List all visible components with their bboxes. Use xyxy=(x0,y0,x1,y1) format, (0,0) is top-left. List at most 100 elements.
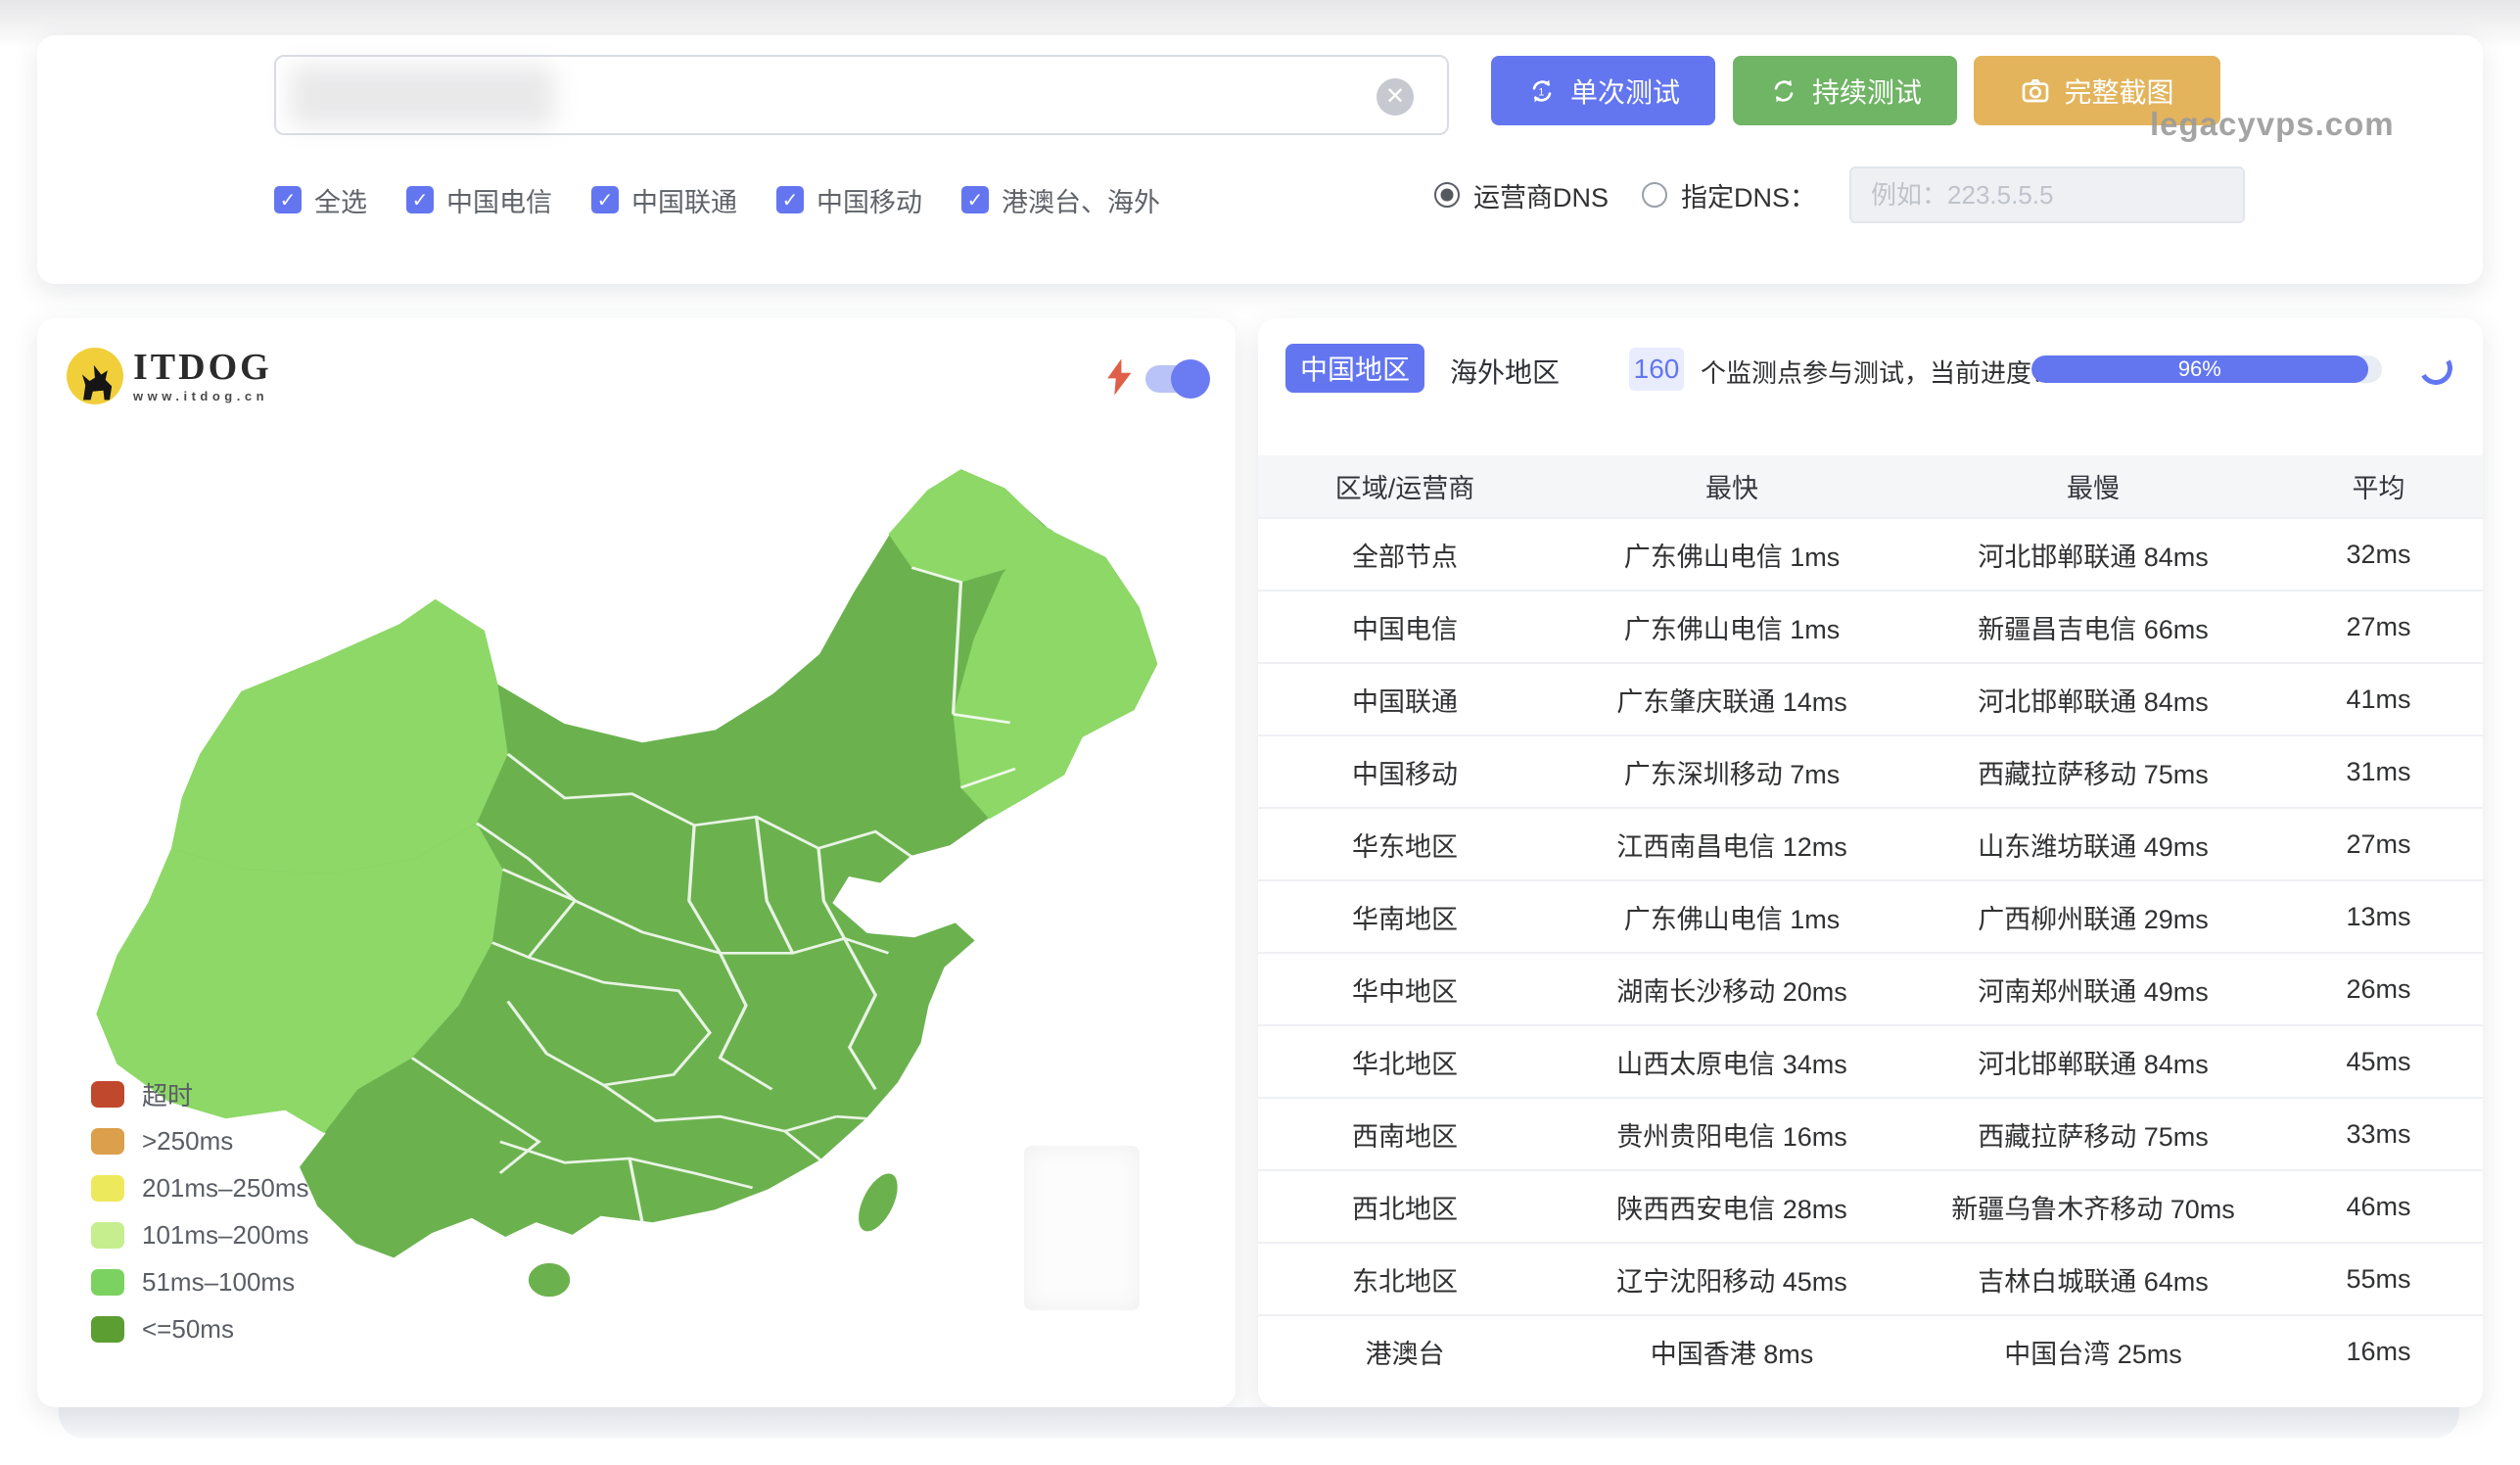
table-row[interactable]: 中国联通 广东肇庆联通 14ms 河北邯郸联通 84ms 41ms xyxy=(1258,662,2483,735)
table-cell: 华北地区 xyxy=(1258,1024,1552,1098)
table-cell: 西北地区 xyxy=(1258,1169,1552,1243)
redacted-query-text xyxy=(290,66,554,126)
logo-title: ITDOG xyxy=(133,346,272,388)
single-test-label: 单次测试 xyxy=(1569,76,1680,108)
legend-label: 超时 xyxy=(142,1080,194,1111)
filter-checkbox-4[interactable]: ✓ 港澳台、海外 xyxy=(961,181,1160,219)
continuous-test-button[interactable]: 持续测试 xyxy=(1733,56,1957,125)
clear-input-icon[interactable]: ✕ xyxy=(1377,78,1414,116)
legend-item-5: <=50ms xyxy=(91,1305,309,1352)
table-cell: 华南地区 xyxy=(1258,879,1552,953)
legend-swatch xyxy=(91,1268,124,1296)
refresh-loop-icon xyxy=(1774,79,1794,102)
legend-label: 51ms–100ms xyxy=(142,1266,296,1297)
table-cell: 27ms xyxy=(2274,807,2483,880)
site-watermark: legacyvps.com xyxy=(2150,106,2395,142)
filter-checkbox-2[interactable]: ✓ 中国联通 xyxy=(591,181,737,219)
tab-china-region[interactable]: 中国地区 xyxy=(1285,344,1424,393)
table-row[interactable]: 中国移动 广东深圳移动 7ms 西藏拉萨移动 75ms 31ms xyxy=(1258,734,2483,808)
filter-checkbox-1[interactable]: ✓ 中国电信 xyxy=(406,181,552,219)
blurred-map-watermark xyxy=(1024,1146,1140,1310)
table-cell: 西藏拉萨移动 75ms xyxy=(1912,1097,2274,1170)
continuous-test-label: 持续测试 xyxy=(1811,76,1922,108)
itdog-logo[interactable]: ITDOG www.itdog.cn xyxy=(67,348,272,404)
legend-swatch xyxy=(91,1174,124,1202)
china-latency-map[interactable] xyxy=(47,408,1212,1309)
table-cell: 27ms xyxy=(2274,590,2483,663)
checkbox-checked-icon[interactable]: ✓ xyxy=(776,186,804,213)
checkbox-label: 中国电信 xyxy=(446,187,552,217)
carrier-dns-radio[interactable] xyxy=(1434,182,1460,208)
svg-text:1: 1 xyxy=(1538,86,1544,98)
page-bottom-edge xyxy=(59,1407,2459,1439)
custom-dns-label: 指定DNS： xyxy=(1681,182,1817,213)
column-header: 平均 xyxy=(2274,455,2483,518)
table-cell: 辽宁沈阳移动 45ms xyxy=(1552,1242,1912,1315)
checkbox-checked-icon[interactable]: ✓ xyxy=(406,186,434,213)
table-row[interactable]: 中国电信 广东佛山电信 1ms 新疆昌吉电信 66ms 27ms xyxy=(1258,590,2483,663)
target-host-input[interactable]: ✕ xyxy=(274,55,1449,135)
table-cell: 东北地区 xyxy=(1258,1242,1552,1315)
filter-checkboxes: ✓ 全选 ✓ 中国电信 ✓ 中国联通 ✓ 中国移动 ✓ 港澳台、海外 xyxy=(274,178,1160,221)
carrier-dns-label: 运营商DNS xyxy=(1473,182,1610,213)
table-cell: 河南郑州联通 49ms xyxy=(1912,952,2274,1025)
table-row[interactable]: 西北地区 陕西西安电信 28ms 新疆乌鲁木齐移动 70ms 46ms xyxy=(1258,1169,2483,1243)
table-row[interactable]: 东北地区 辽宁沈阳移动 45ms 吉林白城联通 64ms 55ms xyxy=(1258,1242,2483,1315)
northeast-east-medium-region xyxy=(953,525,1158,820)
custom-dns-input[interactable] xyxy=(1849,166,2246,223)
table-cell: 45ms xyxy=(2274,1024,2483,1098)
province-borders xyxy=(410,566,1016,1224)
ping-results-table: 区域/运营商 最快 最慢 平均 全部节点 广东佛山电信 1ms 河北邯郸联通 84ms 32… xyxy=(1258,455,2483,1388)
table-cell: 西南地区 xyxy=(1258,1097,1552,1170)
legend-swatch xyxy=(91,1127,124,1155)
tab-overseas-region[interactable]: 海外地区 xyxy=(1450,357,1561,388)
table-row[interactable]: 华东地区 江西南昌电信 12ms 山东潍坊联通 49ms 27ms xyxy=(1258,807,2483,880)
map-animation-toggle[interactable] xyxy=(1145,359,1210,399)
legend-item-0: 超时 xyxy=(91,1070,309,1117)
legend-swatch xyxy=(91,1315,124,1343)
table-cell: 广东佛山电信 1ms xyxy=(1552,517,1912,591)
table-row[interactable]: 华北地区 山西太原电信 34ms 河北邯郸联通 84ms 45ms xyxy=(1258,1024,2483,1098)
monitor-count-badge: 160 xyxy=(1629,348,1684,391)
table-cell: 中国香港 8ms xyxy=(1552,1314,1912,1388)
table-row[interactable]: 华中地区 湖南长沙移动 20ms 河南郑州联通 49ms 26ms xyxy=(1258,952,2483,1025)
table-cell: 32ms xyxy=(2274,517,2483,591)
table-cell: 河北邯郸联通 84ms xyxy=(1912,662,2274,735)
dns-options-row: 运营商DNS 指定DNS： xyxy=(1434,165,2246,225)
table-row[interactable]: 华南地区 广东佛山电信 1ms 广西柳州联通 29ms 13ms xyxy=(1258,879,2483,953)
checkbox-checked-icon[interactable]: ✓ xyxy=(961,186,989,213)
checkbox-checked-icon[interactable]: ✓ xyxy=(274,186,302,213)
legend-swatch xyxy=(91,1221,124,1249)
tibet-medium-region xyxy=(96,823,503,1134)
table-cell: 广东肇庆联通 14ms xyxy=(1552,662,1912,735)
table-cell: 13ms xyxy=(2274,879,2483,953)
table-cell: 广东深圳移动 7ms xyxy=(1552,734,1912,808)
table-cell: 新疆昌吉电信 66ms xyxy=(1912,590,2274,663)
table-header-row: 区域/运营商 最快 最慢 平均 xyxy=(1258,455,2483,518)
table-row[interactable]: 港澳台 中国香港 8ms 中国台湾 25ms 16ms xyxy=(1258,1314,2483,1388)
custom-dns-radio[interactable] xyxy=(1642,182,1668,208)
progress-bar: 96% xyxy=(2031,355,2382,383)
table-row[interactable]: 西南地区 贵州贵阳电信 16ms 西藏拉萨移动 75ms 33ms xyxy=(1258,1097,2483,1170)
legend-label: <=50ms xyxy=(142,1313,234,1344)
checkbox-label: 中国移动 xyxy=(817,187,922,217)
table-cell: 华中地区 xyxy=(1258,952,1552,1025)
filter-checkbox-3[interactable]: ✓ 中国移动 xyxy=(776,181,922,219)
full-screenshot-button[interactable]: 完整截图 xyxy=(1974,56,2220,125)
table-cell: 港澳台 xyxy=(1258,1314,1552,1388)
column-header: 区域/运营商 xyxy=(1258,455,1552,518)
results-card: 中国地区 海外地区 160 个监测点参与测试，当前进度： 96% 区域/运营商最… xyxy=(1258,318,2483,1407)
legend-item-1: >250ms xyxy=(91,1117,309,1164)
legend-swatch xyxy=(91,1080,124,1108)
filter-checkbox-0[interactable]: ✓ 全选 xyxy=(274,181,367,219)
checkbox-checked-icon[interactable]: ✓ xyxy=(591,186,619,213)
single-test-button[interactable]: 1 单次测试 xyxy=(1491,56,1715,125)
lightning-icon xyxy=(1107,358,1132,396)
table-cell: 16ms xyxy=(2274,1314,2483,1388)
table-cell: 贵州贵阳电信 16ms xyxy=(1552,1097,1912,1170)
table-row[interactable]: 全部节点 广东佛山电信 1ms 河北邯郸联通 84ms 32ms xyxy=(1258,517,2483,591)
checkbox-label: 中国联通 xyxy=(631,187,737,217)
legend-label: 101ms–200ms xyxy=(142,1219,309,1250)
column-header: 最慢 xyxy=(1912,455,2274,518)
